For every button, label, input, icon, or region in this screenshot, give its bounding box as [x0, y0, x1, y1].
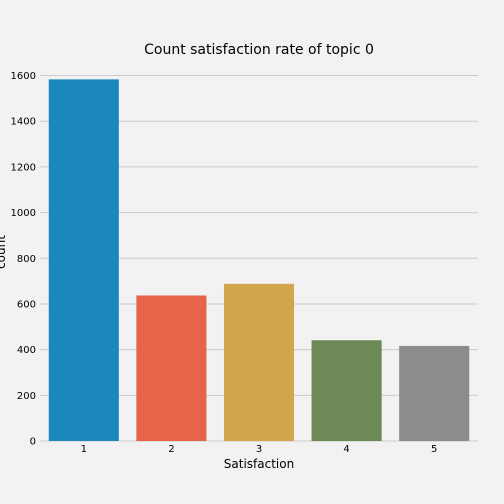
- y-tick-label: 1400: [11, 117, 36, 128]
- y-axis-ticks: 0 200 400 600 800 1000 1200 1400 1600: [11, 71, 36, 448]
- y-tick-label: 600: [17, 299, 36, 310]
- bar-1: [48, 79, 119, 442]
- y-tick-label: 1000: [11, 208, 36, 219]
- x-tick-label: 3: [256, 444, 262, 455]
- x-tick-label: 5: [431, 444, 437, 455]
- bars: [48, 79, 470, 442]
- y-tick-label: 1600: [11, 71, 36, 82]
- y-tick-label: 0: [30, 437, 36, 448]
- x-axis-ticks: 1 2 3 4 5: [81, 444, 438, 455]
- x-axis-label: Satisfaction: [224, 457, 294, 471]
- bar-3: [223, 283, 295, 441]
- y-tick-label: 200: [17, 391, 36, 402]
- y-tick-label: 400: [17, 345, 36, 356]
- bar-2: [136, 295, 207, 441]
- x-tick-label: 4: [343, 444, 349, 455]
- x-tick-label: 1: [81, 444, 87, 455]
- y-tick-label: 800: [17, 254, 36, 265]
- x-tick-label: 2: [168, 444, 174, 455]
- bar-5: [399, 345, 470, 441]
- y-tick-label: 1200: [11, 162, 36, 173]
- y-axis-label: count: [0, 235, 8, 269]
- bar-4: [311, 340, 382, 441]
- chart-title: Count satisfaction rate of topic 0: [144, 42, 374, 58]
